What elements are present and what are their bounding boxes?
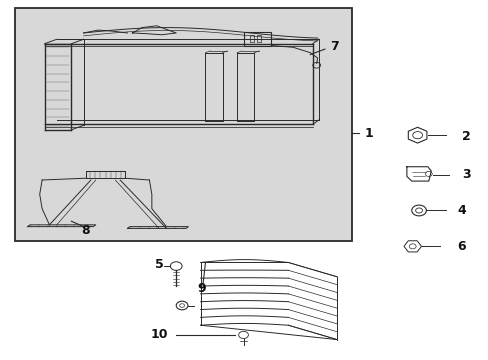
Text: 5: 5: [155, 258, 163, 271]
Text: 3: 3: [461, 168, 470, 181]
Text: 9: 9: [197, 282, 205, 295]
Bar: [15, 8, 351, 241]
Text: 8: 8: [81, 224, 90, 238]
Bar: [244, 32, 271, 45]
Text: 7: 7: [330, 40, 338, 53]
Text: 1: 1: [364, 127, 372, 140]
Bar: [257, 36, 261, 42]
Text: 10: 10: [150, 328, 167, 341]
Text: 4: 4: [456, 204, 465, 217]
Text: 2: 2: [461, 130, 470, 144]
Text: 6: 6: [456, 240, 465, 253]
Bar: [250, 36, 254, 42]
